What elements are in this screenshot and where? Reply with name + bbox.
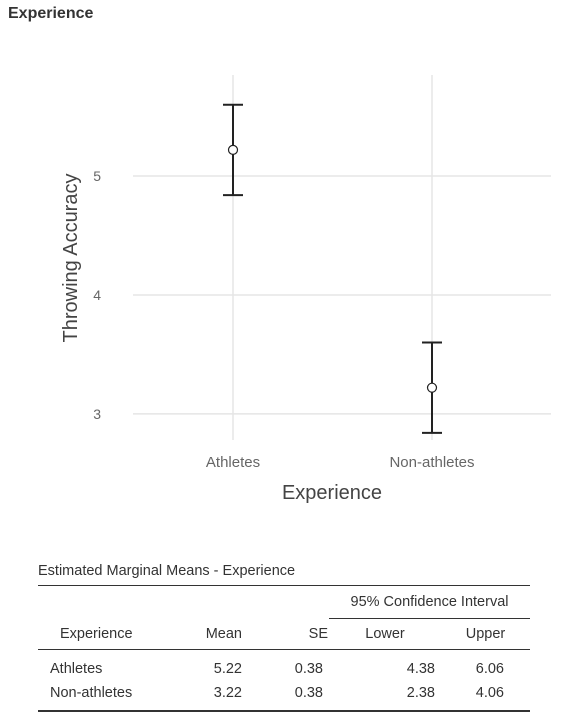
cell-upper: 6.06 — [475, 661, 504, 677]
col-header-mean: Mean — [181, 618, 243, 650]
cell-lower: 4.38 — [406, 661, 435, 677]
grid-layer — [133, 75, 551, 440]
table-row: Non-athletes 3.22 0.38 2.38 4.06 — [38, 679, 530, 712]
cell-mean: 3.22 — [181, 679, 243, 712]
section-title: Experience — [8, 5, 94, 22]
emm-table: 95% Confidence Interval Experience Mean … — [38, 585, 530, 712]
mean-point — [426, 382, 438, 393]
cell-experience: Athletes — [50, 661, 103, 677]
table-ci-header-row: 95% Confidence Interval — [38, 585, 530, 619]
tick-layer: 3 4 5 Athletes Non-athletes — [93, 168, 474, 471]
x-tick-label: Non-athletes — [389, 454, 474, 471]
table-header-row: Experience Mean SE Lower Upper — [38, 618, 530, 650]
table-caption: Estimated Marginal Means - Experience — [38, 563, 296, 579]
cell-se: 0.38 — [294, 661, 323, 677]
cell-experience: Non-athletes — [38, 679, 181, 712]
y-axis-title: Throwing Accuracy — [60, 174, 82, 343]
mean-point — [227, 144, 239, 156]
cell-se: 0.38 — [243, 679, 329, 712]
col-header-lower: Lower — [329, 618, 441, 650]
y-tick-label: 4 — [93, 287, 101, 303]
col-header-experience: Experience — [38, 618, 181, 650]
cell-mean: 5.22 — [213, 661, 242, 677]
col-header-upper: Upper — [441, 618, 530, 650]
cell-upper: 4.06 — [441, 679, 530, 712]
mark-layer — [223, 103, 442, 434]
y-tick-label: 5 — [93, 168, 101, 184]
emm-plot: 3 4 5 Athletes Non-athletes Throwing Accurac… — [60, 75, 551, 504]
cell-lower: 2.38 — [329, 679, 441, 712]
col-header-se: SE — [243, 618, 329, 650]
x-tick-label: Athletes — [206, 454, 260, 471]
table-row: Athletes 5.22 0.38 4.38 6.06 — [38, 650, 530, 680]
y-tick-label: 3 — [93, 406, 101, 422]
x-axis-title: Experience — [282, 482, 382, 504]
ci-header: 95% Confidence Interval — [329, 585, 530, 619]
